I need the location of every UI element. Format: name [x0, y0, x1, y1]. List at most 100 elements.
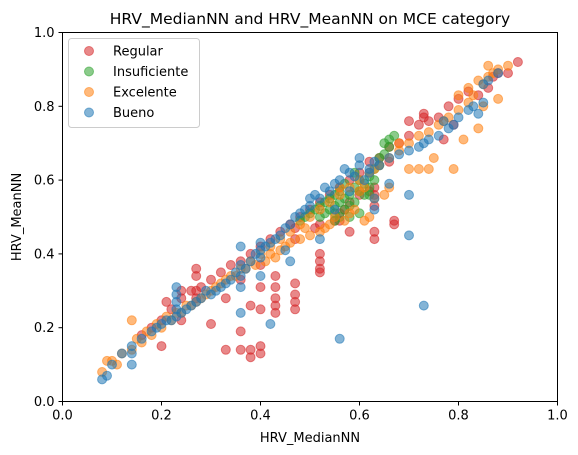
data-point: [215, 267, 226, 278]
data-point: [418, 300, 429, 311]
data-point: [230, 267, 241, 278]
data-point: [359, 175, 370, 186]
legend: Regular Insuficiente Excelente Bueno: [68, 38, 200, 128]
data-point: [413, 119, 424, 130]
data-point: [428, 153, 439, 163]
data-point: [404, 230, 414, 241]
data-point: [319, 182, 330, 193]
legend-marker: [84, 46, 94, 56]
data-point: [473, 123, 484, 134]
data-point: [206, 319, 216, 329]
data-point: [280, 223, 291, 234]
data-point: [255, 348, 266, 359]
points-layer: [97, 57, 523, 385]
data-point: [413, 141, 424, 152]
data-point: [314, 204, 325, 215]
data-point: [305, 193, 315, 204]
data-point: [478, 79, 489, 90]
legend-box: [68, 38, 200, 128]
data-point: [433, 130, 444, 141]
data-point: [384, 153, 395, 163]
data-point: [285, 256, 296, 267]
data-point: [265, 248, 276, 259]
data-point: [235, 307, 246, 318]
data-point: [413, 130, 424, 141]
data-point: [171, 282, 182, 293]
series-bueno: [97, 68, 504, 385]
data-point: [116, 348, 127, 359]
data-point: [453, 90, 464, 101]
data-point: [235, 260, 246, 270]
data-point: [423, 164, 434, 174]
data-point: [126, 359, 137, 370]
data-point: [379, 189, 390, 200]
y-axis-label: HRV_MeanNN: [10, 173, 25, 261]
data-point: [161, 296, 172, 307]
data-point: [448, 164, 459, 174]
data-point: [290, 212, 301, 222]
data-point: [339, 215, 350, 226]
x-axis-label: HRV_MedianNN: [260, 431, 360, 446]
data-point: [300, 223, 310, 234]
data-point: [324, 197, 335, 208]
data-point: [384, 141, 395, 152]
x-tick-label: 0.4: [250, 409, 271, 424]
data-point: [463, 82, 474, 93]
data-point: [493, 93, 504, 104]
x-axis: 0.0 0.2 0.4 0.6 0.8 1.0: [52, 401, 568, 424]
data-point: [448, 119, 459, 130]
data-point: [354, 160, 365, 171]
data-point: [245, 300, 256, 311]
data-point: [344, 186, 355, 197]
data-point: [136, 333, 147, 344]
data-point: [220, 344, 231, 355]
y-tick-label: 1.0: [34, 26, 55, 41]
data-point: [270, 282, 281, 293]
legend-marker: [84, 66, 94, 77]
y-tick-label: 0.8: [34, 100, 55, 115]
data-point: [369, 204, 380, 215]
data-point: [453, 112, 464, 123]
data-point: [478, 97, 489, 108]
data-point: [290, 278, 301, 289]
data-point: [404, 145, 414, 156]
data-point: [225, 260, 236, 270]
data-point: [295, 234, 306, 245]
legend-label: Excelente: [113, 86, 177, 101]
x-tick-label: 0.6: [349, 409, 370, 424]
data-point: [290, 304, 301, 315]
data-point: [369, 175, 380, 186]
data-point: [107, 359, 117, 370]
data-point: [255, 237, 266, 248]
data-point: [503, 60, 513, 71]
data-point: [255, 252, 266, 263]
legend-label: Insuficiente: [113, 65, 188, 80]
data-point: [438, 116, 449, 127]
data-point: [314, 267, 325, 278]
data-point: [329, 204, 340, 215]
data-point: [329, 178, 340, 189]
data-point: [191, 271, 202, 281]
data-point: [280, 245, 291, 256]
data-point: [493, 68, 504, 79]
x-tick-label: 0.8: [448, 409, 469, 424]
y-tick-label: 0.2: [34, 321, 55, 336]
x-tick-label: 0.2: [151, 409, 172, 424]
data-point: [369, 193, 380, 204]
data-point: [305, 230, 315, 241]
data-point: [255, 271, 266, 281]
data-point: [146, 326, 157, 337]
data-point: [443, 101, 454, 112]
x-tick-label: 1.0: [547, 409, 568, 424]
data-point: [102, 370, 112, 381]
data-point: [126, 348, 137, 359]
data-point: [339, 164, 350, 174]
y-tick-label: 0.0: [34, 395, 55, 410]
x-tick-label: 0.0: [52, 409, 73, 424]
data-point: [384, 178, 395, 189]
data-point: [364, 164, 375, 174]
data-point: [156, 341, 167, 352]
data-point: [255, 282, 266, 293]
data-point: [126, 315, 137, 326]
y-tick-label: 0.6: [34, 174, 55, 189]
